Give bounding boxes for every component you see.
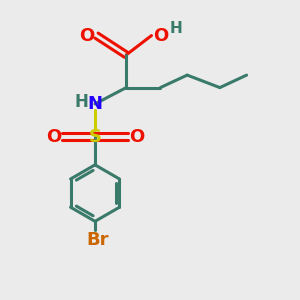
Text: H: H	[169, 21, 182, 36]
Text: O: O	[80, 27, 94, 45]
Text: Br: Br	[87, 231, 109, 249]
Text: O: O	[46, 128, 61, 146]
Text: H: H	[75, 93, 88, 111]
Text: O: O	[153, 27, 168, 45]
Text: S: S	[88, 128, 101, 146]
Text: O: O	[129, 128, 144, 146]
Text: N: N	[88, 95, 103, 113]
